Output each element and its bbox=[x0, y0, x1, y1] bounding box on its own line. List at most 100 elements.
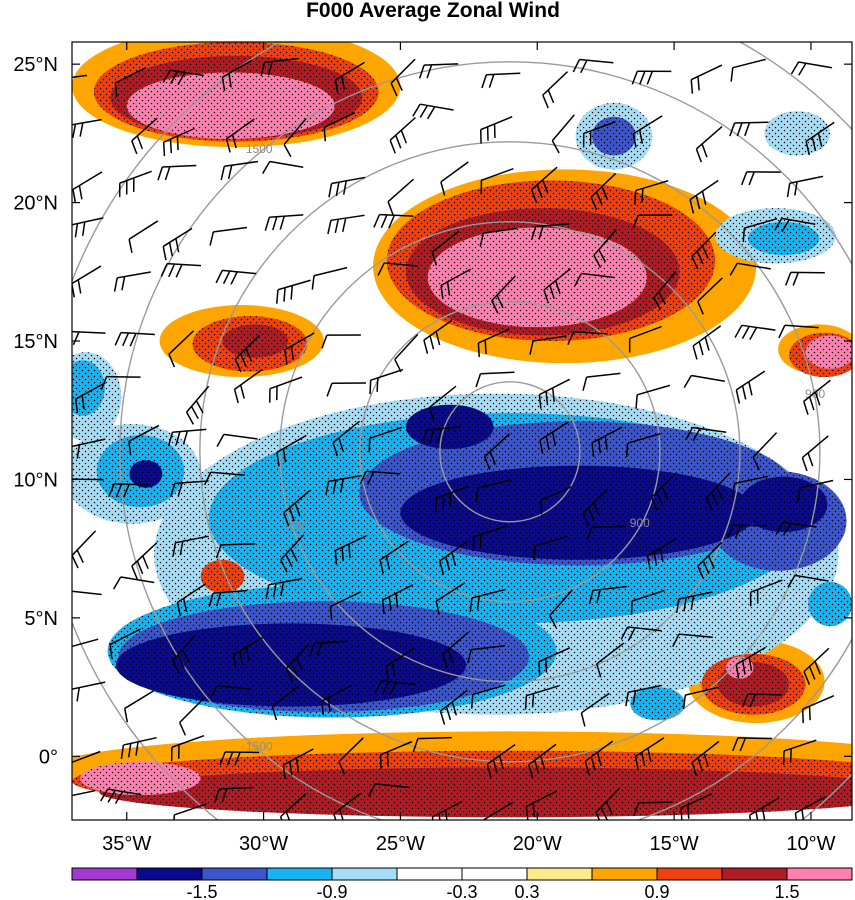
wind-barb bbox=[631, 70, 672, 85]
wind-barb bbox=[72, 789, 96, 797]
colorbar-swatch bbox=[721, 867, 788, 881]
wind-barb bbox=[467, 645, 506, 664]
wind-barb-layer bbox=[72, 57, 835, 820]
wind-barb bbox=[778, 324, 819, 339]
wind-barb bbox=[435, 582, 466, 615]
wind-barb bbox=[114, 66, 146, 97]
wind-barb bbox=[590, 172, 617, 211]
wind-barb bbox=[428, 385, 457, 422]
wind-barb bbox=[334, 535, 367, 565]
wind-field-layer bbox=[72, 42, 852, 818]
wind-barb bbox=[283, 118, 307, 158]
colorbar-swatch bbox=[656, 867, 723, 881]
wind-barb bbox=[620, 626, 662, 641]
wind-barb bbox=[752, 432, 778, 471]
wind-barb bbox=[633, 801, 673, 817]
wind-barb bbox=[162, 127, 196, 157]
wind-barb bbox=[582, 372, 621, 391]
wind-barb bbox=[225, 118, 255, 153]
wind-barb bbox=[265, 577, 303, 599]
wind-barb bbox=[412, 736, 452, 753]
wind-barb bbox=[368, 426, 403, 453]
wind-barb bbox=[260, 57, 299, 77]
wind-barb bbox=[264, 214, 304, 231]
wind-barb bbox=[675, 591, 713, 613]
wind-barb bbox=[732, 737, 772, 752]
wind-barb bbox=[412, 103, 454, 120]
wind-barb bbox=[705, 472, 731, 512]
wind-barb bbox=[168, 330, 195, 368]
wind-barb bbox=[276, 279, 311, 304]
wind-barb bbox=[431, 800, 463, 820]
wind-barb bbox=[162, 69, 204, 86]
y-tick-label: 25°N bbox=[13, 54, 58, 76]
wind-barb bbox=[582, 488, 608, 527]
wind-barb bbox=[470, 684, 506, 709]
wind-barb bbox=[214, 786, 254, 803]
plot-area: 900900900150015001500 bbox=[72, 42, 852, 820]
wind-barb bbox=[805, 121, 835, 156]
wind-barb bbox=[271, 685, 300, 721]
wind-barb bbox=[524, 685, 560, 710]
wind-barb bbox=[735, 646, 766, 679]
wind-barb bbox=[333, 792, 362, 820]
wind-barb bbox=[697, 277, 723, 315]
significance-stipple bbox=[808, 581, 852, 627]
colorbar-swatch bbox=[461, 867, 528, 881]
colorbar-swatch bbox=[786, 867, 853, 881]
wind-barb bbox=[72, 750, 101, 764]
colorbar-swatch bbox=[201, 867, 268, 881]
wind-barb bbox=[650, 472, 677, 511]
wind-barb bbox=[338, 737, 364, 775]
wind-barb bbox=[525, 790, 558, 820]
significance-stipple bbox=[630, 687, 686, 721]
wind-barb bbox=[167, 428, 207, 446]
wind-barb bbox=[735, 370, 766, 404]
range-ring bbox=[359, 301, 661, 603]
wind-barb bbox=[691, 231, 717, 270]
colorbar-label: -1.5 bbox=[186, 882, 217, 900]
range-ring bbox=[199, 141, 821, 763]
wind-barb bbox=[172, 634, 196, 674]
wind-barb bbox=[801, 695, 835, 724]
wind-barb bbox=[379, 740, 413, 769]
wind-barb bbox=[543, 268, 571, 304]
wind-barb bbox=[440, 268, 472, 300]
wind-barb bbox=[628, 325, 662, 353]
wind-barb bbox=[475, 371, 515, 388]
wind-barb bbox=[625, 684, 662, 707]
wind-barb bbox=[685, 426, 727, 442]
wind-barb bbox=[124, 690, 155, 723]
wind-barb bbox=[439, 540, 468, 575]
wind-barb bbox=[683, 374, 725, 388]
significance-stipple bbox=[99, 767, 852, 818]
wind-barb bbox=[593, 229, 617, 268]
wind-barb bbox=[72, 438, 106, 459]
wind-barb bbox=[727, 524, 768, 539]
wind-barb bbox=[109, 628, 141, 659]
wind-barb bbox=[72, 330, 106, 346]
significance-stipple bbox=[726, 656, 754, 679]
wind-barb bbox=[634, 737, 665, 771]
wind-barb bbox=[283, 332, 315, 364]
significance-stipple bbox=[115, 623, 467, 707]
colorbar-label: 1.5 bbox=[774, 882, 799, 900]
wind-barb bbox=[749, 579, 783, 607]
wind-barb bbox=[787, 574, 829, 588]
y-tick-label: 20°N bbox=[13, 193, 58, 215]
wind-barb bbox=[157, 164, 197, 181]
significance-stipple bbox=[764, 111, 831, 156]
wind-barb bbox=[632, 214, 673, 229]
wind-barb bbox=[483, 433, 511, 470]
wind-barb bbox=[538, 647, 571, 676]
x-tick-label: 10°W bbox=[786, 833, 835, 855]
wind-barb bbox=[742, 217, 778, 243]
wind-barb bbox=[475, 479, 511, 503]
x-tick-label: 25°W bbox=[376, 833, 425, 855]
wind-barb bbox=[630, 589, 665, 616]
wind-barb bbox=[748, 797, 780, 820]
wind-barb bbox=[72, 681, 106, 702]
wind-barb bbox=[580, 692, 610, 727]
wind-barb bbox=[219, 751, 260, 766]
